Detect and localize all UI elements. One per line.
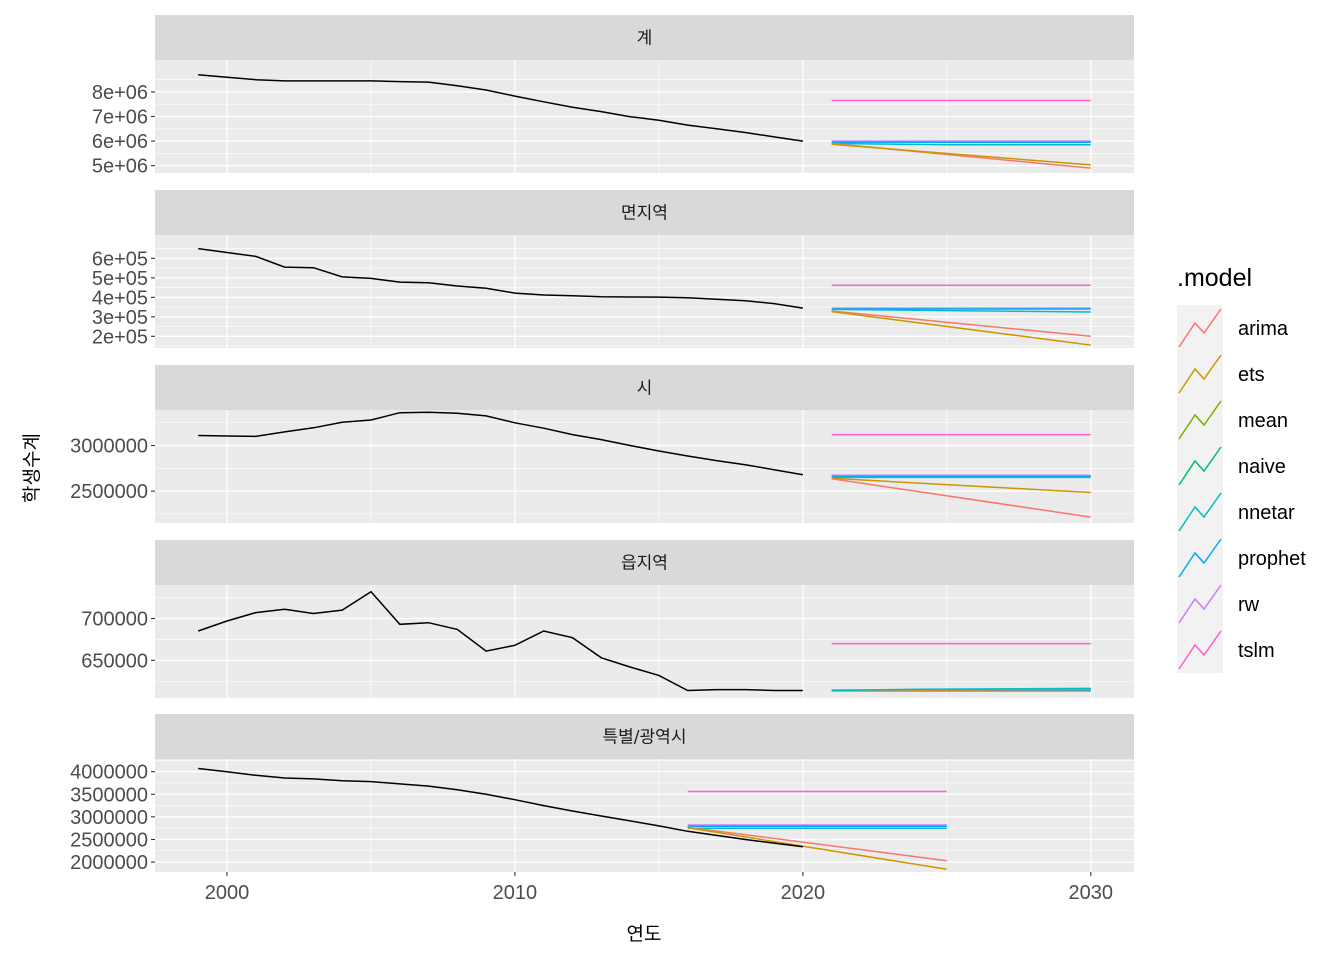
legend-label: naive <box>1238 456 1286 478</box>
facet-strip <box>155 540 1134 585</box>
x-tick-label: 2000 <box>205 882 250 904</box>
y-tick-label: 6e+06 <box>92 131 148 153</box>
forecast-line-ets <box>687 826 947 871</box>
forecast-line-nnetar <box>831 142 1091 146</box>
legend-key-glyph <box>1178 400 1222 440</box>
forecast-line-nnetar <box>831 308 1091 313</box>
gridlines <box>155 60 1134 173</box>
legend-key-glyph <box>1178 308 1222 348</box>
y-tick-label: 3000000 <box>70 436 148 458</box>
y-tick-label: 6e+05 <box>92 248 148 270</box>
y-tick-label: 8e+06 <box>92 82 148 104</box>
history-line <box>198 73 804 142</box>
facet-strip <box>155 365 1134 410</box>
legend-keys: arima ets mean naive nnetar prophet rw tslm <box>1177 305 1306 673</box>
legend-label: prophet <box>1238 548 1306 570</box>
y-tick-label: 4e+05 <box>92 287 148 309</box>
facet-panel-4: 읍지역 650000 700000 <box>81 540 1134 698</box>
facet-strip <box>155 190 1134 235</box>
facet-strip <box>155 714 1134 759</box>
y-tick-label: 3000000 <box>70 807 148 829</box>
legend-label: nnetar <box>1238 502 1295 524</box>
x-tick-label: 2020 <box>781 882 826 904</box>
forecast-line-ets <box>831 310 1091 346</box>
facet-panel-3: 시 2500000 3000000 <box>70 365 1134 523</box>
legend-label: mean <box>1238 410 1288 432</box>
y-tick-label: 5e+06 <box>92 156 148 178</box>
y-tick-label: 2000000 <box>70 852 148 874</box>
forecast-line-arima <box>687 826 947 862</box>
legend-key-nnetar: nnetar <box>1177 489 1295 535</box>
y-tick-label: 2e+05 <box>92 326 148 348</box>
facet-strip-label: 면지역 <box>621 204 668 224</box>
legend-key-glyph <box>1178 630 1222 670</box>
panel-background <box>155 410 1134 523</box>
legend-key-tslm: tslm <box>1177 627 1275 673</box>
y-tick-label: 5e+05 <box>92 268 148 290</box>
y-tick-label: 2500000 <box>70 829 148 851</box>
facet-strip-label: 읍지역 <box>621 554 668 574</box>
forecast-line-nnetar <box>831 687 1091 692</box>
y-tick-label: 650000 <box>81 650 148 672</box>
legend-key-glyph <box>1178 446 1222 486</box>
y-axis-title: 학생수계 <box>21 433 43 503</box>
history-line <box>198 767 803 848</box>
facet-strip-label: 시 <box>637 379 653 399</box>
legend-key-mean: mean <box>1177 397 1288 443</box>
gridlines <box>155 410 1134 523</box>
legend-key-prophet: prophet <box>1177 535 1306 581</box>
y-tick-label: 3500000 <box>70 784 148 806</box>
facet-strip-label: 계 <box>637 29 653 49</box>
x-axis-title: 연도 <box>627 923 662 945</box>
legend-key-rw: rw <box>1177 581 1260 627</box>
forecast-line-ets <box>831 143 1091 166</box>
facet-panel-5: 특별/광역시 2000000250000030000003500000400000… <box>70 714 1134 874</box>
legend-key-ets: ets <box>1177 351 1265 397</box>
legend-title: .model <box>1177 264 1252 292</box>
x-tick-label: 2030 <box>1069 882 1114 904</box>
gridlines <box>155 585 1134 698</box>
legend-label: tslm <box>1238 640 1275 662</box>
x-axis: 2000 2010 2020 2030 <box>205 872 1113 904</box>
history-line <box>197 590 803 692</box>
legend-key-naive: naive <box>1177 443 1286 489</box>
legend-label: arima <box>1238 318 1289 340</box>
gridlines <box>155 759 1134 872</box>
forecast-line-ets <box>831 477 1091 494</box>
legend-key-glyph <box>1178 584 1222 624</box>
history-line <box>198 411 804 476</box>
y-tick-label: 3e+05 <box>92 307 148 329</box>
y-tick-label: 700000 <box>81 608 148 630</box>
x-tick-label: 2010 <box>493 882 538 904</box>
y-tick-label: 7e+06 <box>92 107 148 129</box>
facet-strip-label: 특별/광역시 <box>603 728 687 748</box>
y-tick-label: 2500000 <box>70 481 148 503</box>
facet-strip <box>155 15 1134 60</box>
panel-background <box>155 585 1134 698</box>
legend: .model arima ets mean naive nnetar prophet rw t… <box>1177 264 1306 673</box>
panel-background <box>155 759 1134 872</box>
legend-key-glyph <box>1178 492 1222 532</box>
history-line <box>198 247 804 309</box>
y-tick-label: 4000000 <box>70 762 148 784</box>
legend-key-arima: arima <box>1177 305 1289 351</box>
forecast-line-arima <box>831 310 1091 338</box>
legend-key-glyph <box>1178 354 1222 394</box>
legend-key-glyph <box>1178 538 1222 578</box>
forecast-line-arima <box>831 478 1091 518</box>
legend-label: rw <box>1238 594 1260 616</box>
legend-label: ets <box>1238 364 1265 386</box>
